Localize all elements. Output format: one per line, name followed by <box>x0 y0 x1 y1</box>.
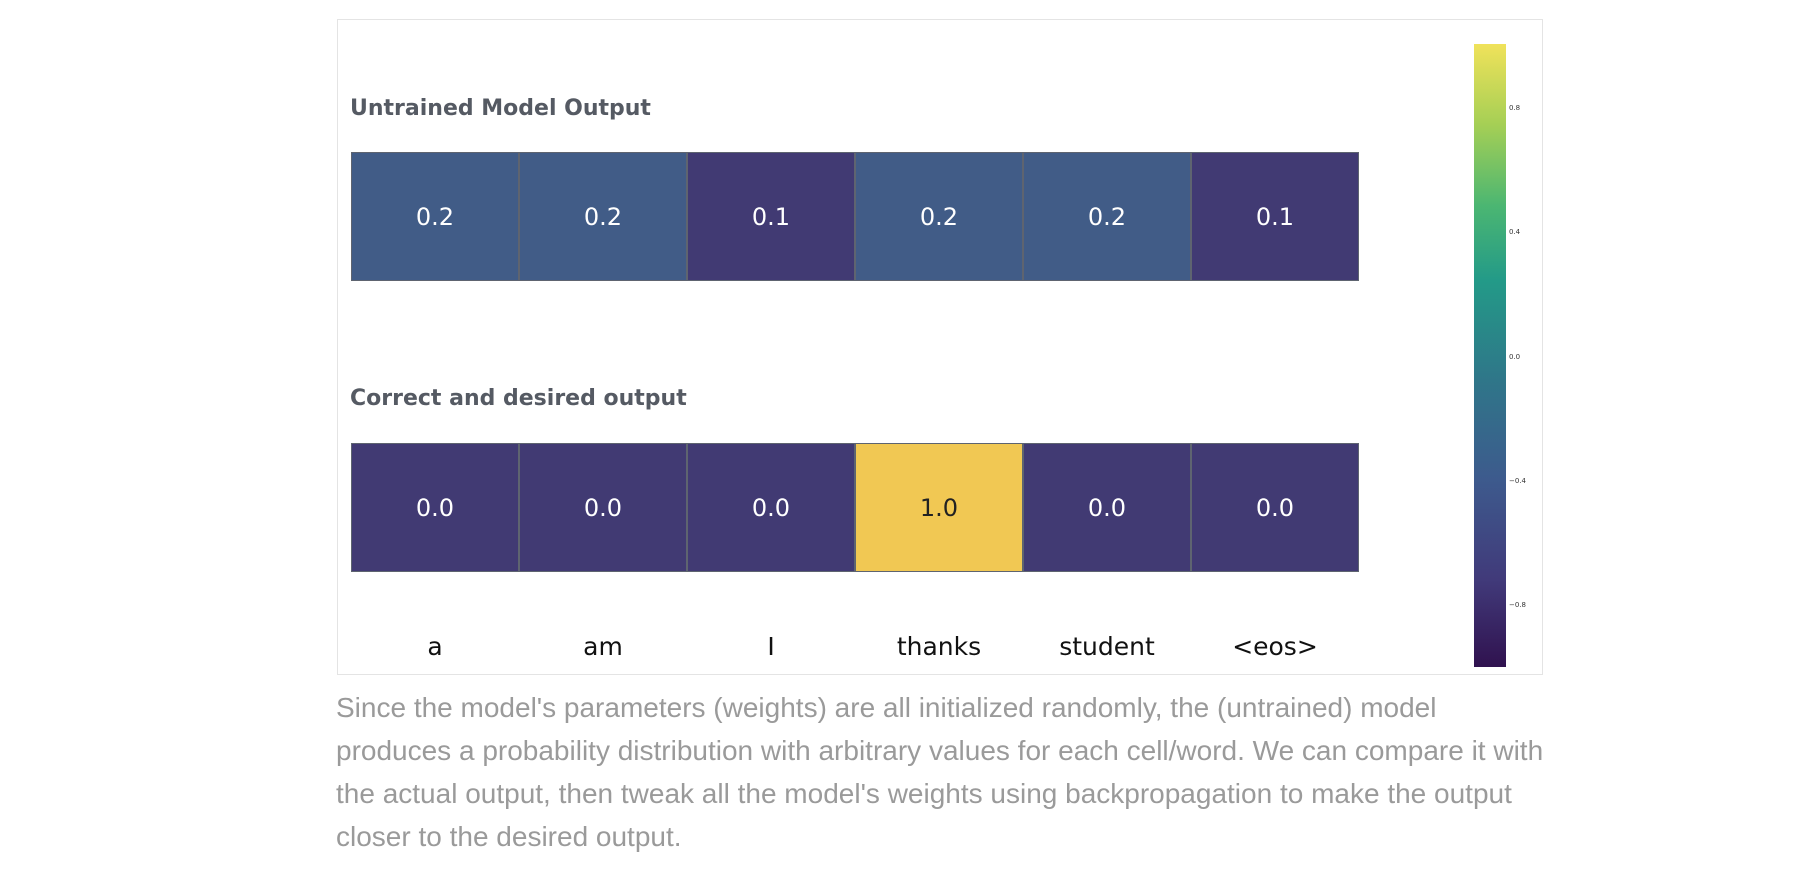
desired-output-title: Correct and desired output <box>350 386 687 411</box>
x-tick-label: am <box>583 632 623 661</box>
colorbar-tick-label: −0.8 <box>1509 601 1526 609</box>
heatmap-cell: 0.0 <box>519 443 687 572</box>
colorbar-tick-label: −0.4 <box>1509 477 1526 485</box>
colorbar-tick-label: 0.4 <box>1509 228 1521 236</box>
heatmap-cell: 0.0 <box>1023 443 1191 572</box>
heatmap-cell: 0.1 <box>1191 152 1359 281</box>
colorbar-tick-label: 0.8 <box>1509 104 1521 112</box>
colorbar <box>1474 44 1506 667</box>
heatmap-cell: 0.2 <box>519 152 687 281</box>
heatmap-cell: 0.1 <box>687 152 855 281</box>
heatmap-cell: 1.0 <box>855 443 1023 572</box>
heatmap-figure: Untrained Model Output 0.2 0.2 0.1 0.2 0.2 0.… <box>337 19 1543 675</box>
colorbar-tick-label: 0.0 <box>1509 353 1521 361</box>
untrained-output-title: Untrained Model Output <box>350 96 651 121</box>
x-tick-label: I <box>767 632 775 661</box>
heatmap-cell: 0.2 <box>855 152 1023 281</box>
desired-output-row: 0.0 0.0 0.0 1.0 0.0 0.0 <box>351 443 1359 572</box>
x-tick-label: student <box>1059 632 1155 661</box>
figure-caption: Since the model's parameters (weights) a… <box>336 692 1544 852</box>
untrained-output-row: 0.2 0.2 0.1 0.2 0.2 0.1 <box>351 152 1359 281</box>
x-tick-label: <eos> <box>1232 632 1318 661</box>
heatmap-cell: 0.0 <box>1191 443 1359 572</box>
heatmap-cell: 0.0 <box>687 443 855 572</box>
x-tick-label: a <box>427 632 443 661</box>
heatmap-cell: 0.2 <box>1023 152 1191 281</box>
heatmap-cell: 0.0 <box>351 443 519 572</box>
x-tick-label: thanks <box>896 632 982 661</box>
heatmap-cell: 0.2 <box>351 152 519 281</box>
